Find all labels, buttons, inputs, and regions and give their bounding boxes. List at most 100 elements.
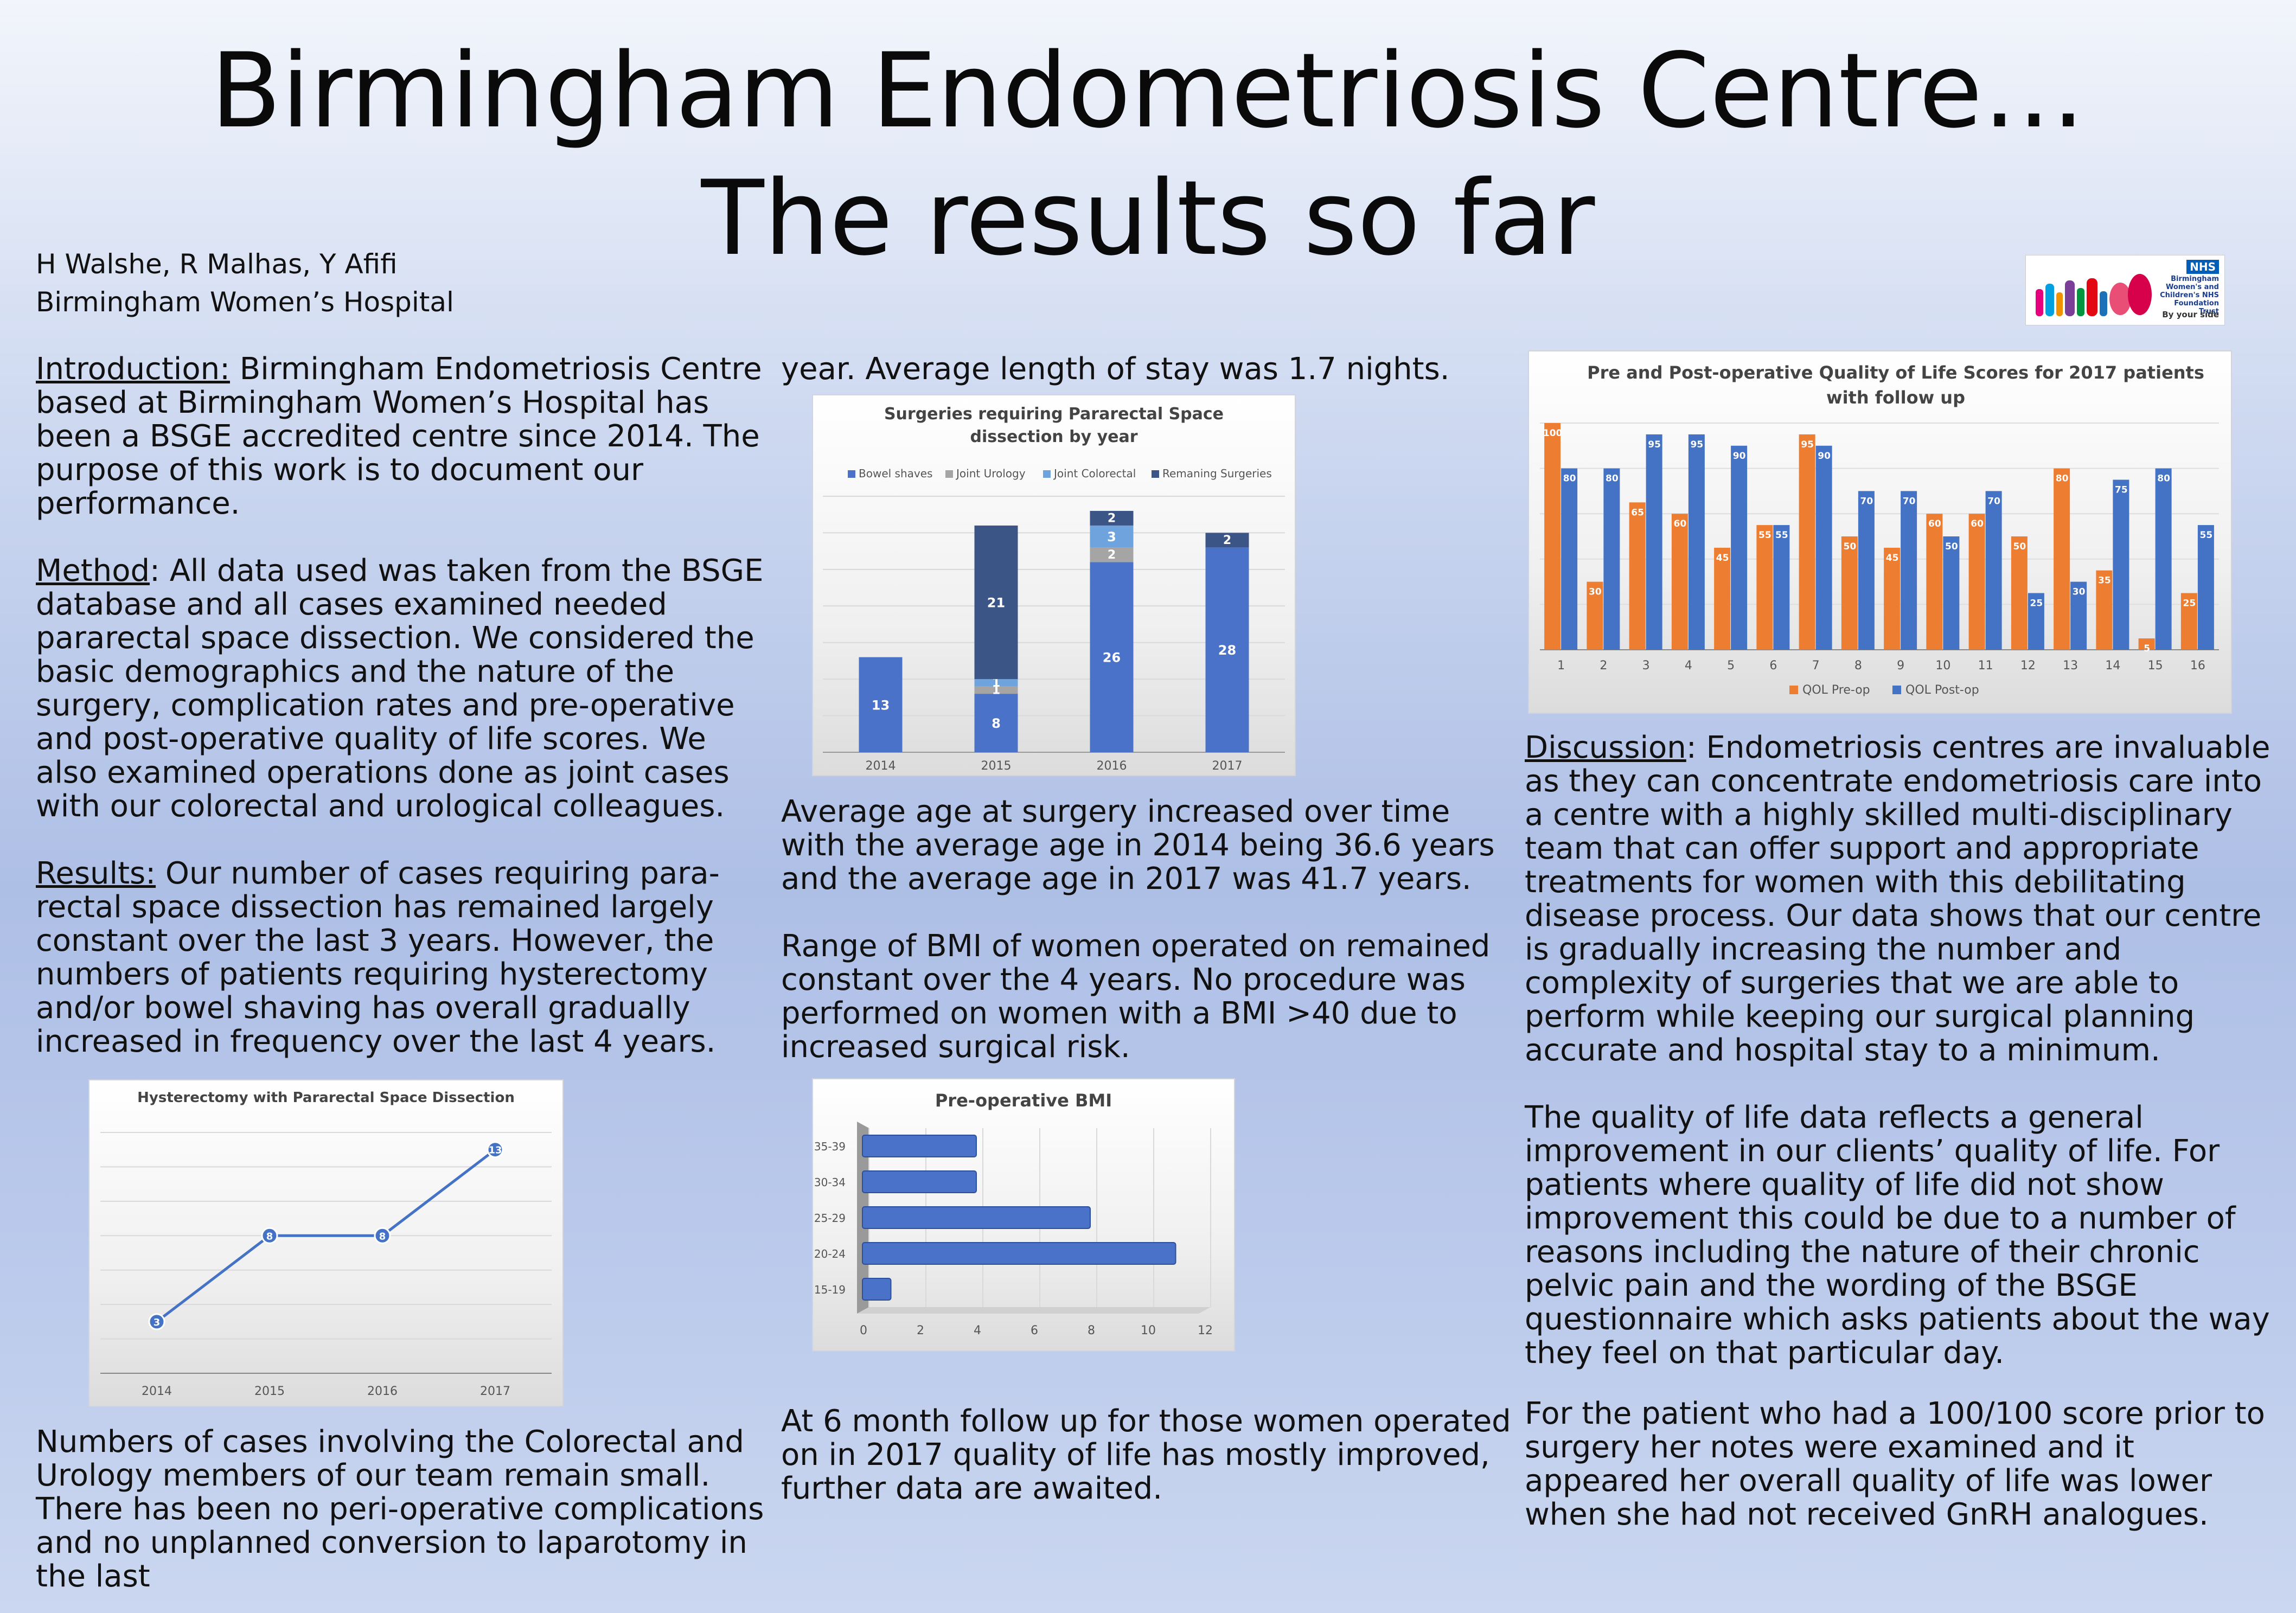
qol-bar <box>2070 581 2087 650</box>
stack-bar-segment <box>974 679 1018 687</box>
qol-data-label: 80 <box>1563 473 1576 484</box>
qol-bar <box>1926 514 1943 650</box>
bmi-y-tick: 25-29 <box>814 1212 846 1225</box>
qol-bar <box>2054 468 2070 650</box>
qol-data-label: 50 <box>1844 541 1857 552</box>
qol-legend-label: QOL Pre-op <box>1802 683 1870 697</box>
qol-data-label: 90 <box>1818 451 1831 462</box>
qol-bar <box>1799 434 1815 650</box>
authors: H Walshe, R Malhas, Y Afifi <box>36 248 398 280</box>
tagline: By your side <box>2162 310 2219 319</box>
stack-legend-swatch <box>848 470 855 478</box>
discussion-heading: Discussion <box>1525 730 1686 765</box>
column-right-text: Discussion: Endometriosis centres are in… <box>1525 731 2273 1565</box>
results-text: Our number of cases requiring para-recta… <box>36 856 720 1059</box>
qol-bar <box>2011 536 2028 650</box>
qol-x-tick: 6 <box>1769 659 1777 673</box>
bmi-x-tick: 6 <box>1031 1324 1038 1337</box>
bmi-x-tick: 0 <box>860 1324 867 1337</box>
qol-x-tick: 16 <box>2190 659 2205 673</box>
stack-data-label: 2 <box>1223 534 1231 547</box>
bmi-bar <box>862 1206 1091 1229</box>
hysterectomy-line-chart: Hysterectomy with Pararectal Space Disse… <box>100 1090 552 1398</box>
followup-text: At 6 month follow up for those women ope… <box>781 1404 1511 1506</box>
stack-bar-segment <box>1205 533 1249 548</box>
line-data-label: 8 <box>379 1231 386 1242</box>
stack-legend-label: Joint Urology <box>955 467 1026 480</box>
line-chart-title: Hysterectomy with Pararectal Space Disse… <box>137 1090 515 1106</box>
qol-data-label: 30 <box>2073 587 2086 598</box>
column-middle-text: Average age at surgery increased over ti… <box>781 795 1519 1098</box>
bmi-x-tick: 8 <box>1088 1324 1095 1337</box>
stack-bar-segment <box>1090 547 1134 562</box>
line-data-label: 13 <box>488 1145 502 1156</box>
surgeries-stacked-chart: Surgeries requiring Pararectal Space dis… <box>823 405 1285 773</box>
colorectal-paragraph: Numbers of cases involving the Colorecta… <box>36 1425 773 1593</box>
bmi-bar <box>862 1135 977 1157</box>
stack-bar-segment <box>1090 525 1134 548</box>
qol-data-label: 50 <box>1945 541 1958 552</box>
poster-title: Birmingham Endometriosis Centre… The res… <box>0 27 2296 282</box>
stack-chart-title-1: Surgeries requiring Pararectal Space <box>884 405 1224 424</box>
qol-bar <box>1901 491 1917 650</box>
stack-data-label: 2 <box>1108 548 1116 562</box>
line-data-label: 8 <box>266 1231 273 1242</box>
qol-bar <box>2028 593 2044 650</box>
introduction-section: Introduction: Birmingham Endometriosis C… <box>36 353 773 521</box>
qol-data-label: 45 <box>1716 553 1729 564</box>
qol-bar <box>1756 525 1773 650</box>
stack-x-tick: 2016 <box>1097 759 1127 773</box>
stack-legend-label: Joint Colorectal <box>1053 467 1136 480</box>
org-name: Birmingham Women's and Children's NHS Fo… <box>2160 275 2219 316</box>
stack-legend-label: Remaning Surgeries <box>1162 467 1272 480</box>
colorectal-text: Numbers of cases involving the Colorecta… <box>36 1424 764 1594</box>
qol-legend-swatch <box>1789 686 1798 694</box>
stack-legend-swatch <box>1152 470 1159 478</box>
bmi-chart: Pre-operative BMI 0 2 4 6 8 10 12 15-19 20-24 25-… <box>812 1078 1235 1352</box>
stack-bar-segment <box>859 657 903 752</box>
bmi-bar <box>862 1170 977 1193</box>
bmi-x-tick: 4 <box>974 1324 981 1337</box>
qol-bar <box>1815 445 1832 650</box>
age-paragraph: Average age at surgery increased over ti… <box>781 794 1495 897</box>
qol-chart: Pre and Post-operative Quality of Life S… <box>1528 350 2232 714</box>
stack-bar-segment <box>974 694 1018 752</box>
qol-bar-chart: Pre and Post-operative Quality of Life S… <box>1540 362 2219 697</box>
qol-bar <box>1985 491 2002 650</box>
qol-bar <box>1714 547 1731 650</box>
qol-data-label: 70 <box>1903 496 1916 507</box>
stay-paragraph: year. Average length of stay was 1.7 nig… <box>781 353 1519 386</box>
qol-data-label: 75 <box>2115 485 2128 496</box>
qol-data-label: 30 <box>1589 587 1602 598</box>
bmi-bar <box>862 1278 892 1301</box>
method-section: Method: All data used was taken from the… <box>36 554 773 823</box>
nhs-mark: NHS <box>2186 260 2219 274</box>
title-line-2: The results so far <box>701 158 1595 278</box>
stack-legend-swatch <box>1043 470 1051 478</box>
bmi-y-tick: 30-34 <box>814 1176 846 1189</box>
qol-bar <box>2096 570 2113 650</box>
results-section: Results: Our number of cases requiring p… <box>36 857 773 1059</box>
line-point <box>487 1141 504 1158</box>
stack-legend-swatch <box>945 470 953 478</box>
stack-bar-segment <box>974 686 1018 694</box>
qol-data-label: 70 <box>1860 496 1873 507</box>
title-line-1: Birmingham Endometriosis Centre… <box>210 31 2086 151</box>
stack-data-label: 3 <box>1107 529 1116 545</box>
qol-data-label: 80 <box>2157 473 2170 484</box>
introduction-heading: Introduction: <box>36 351 230 387</box>
qol-x-tick: 7 <box>1812 659 1820 673</box>
introduction-text: Birmingham Endometriosis Centre based at… <box>36 351 762 521</box>
qol-chart-title-2: with follow up <box>1826 387 1965 408</box>
qol-data-label: 50 <box>2013 541 2026 552</box>
qol-data-label: 60 <box>1928 519 1941 529</box>
stack-data-label: 28 <box>1218 643 1236 658</box>
line-x-tick: 2014 <box>142 1385 172 1398</box>
qol-bar <box>1884 547 1901 650</box>
stack-x-tick: 2015 <box>981 759 1012 773</box>
line-point <box>261 1227 278 1244</box>
qol-bar <box>1773 525 1790 650</box>
qol-bar <box>1858 491 1875 650</box>
qol-data-label: 65 <box>1631 507 1644 518</box>
bmi-y-tick: 35-39 <box>814 1140 846 1153</box>
